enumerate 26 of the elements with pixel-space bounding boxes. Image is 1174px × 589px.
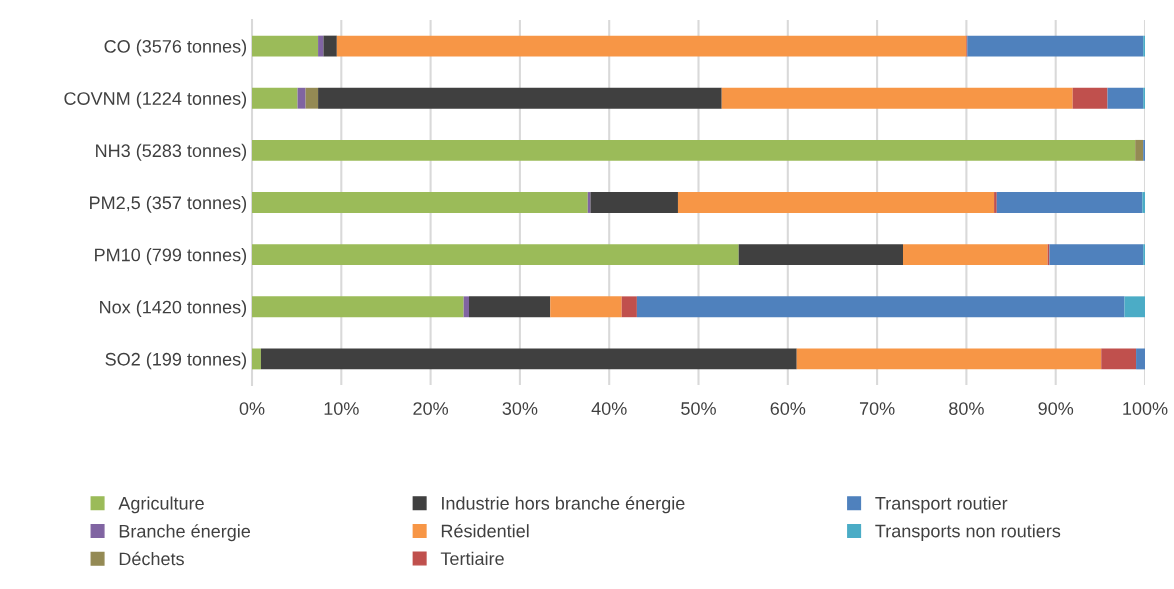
legend-label: Agriculture — [118, 496, 204, 514]
x-tick-label: 40% — [591, 402, 627, 415]
x-tick-label: 90% — [1038, 402, 1074, 415]
y-tick-label: PM10 (799 tonnes) — [95, 248, 247, 265]
x-tick-label: 70% — [859, 402, 895, 415]
y-tick-label: SO2 (199 tonnes) — [105, 352, 247, 370]
x-tick-label: 10% — [324, 402, 359, 415]
legend-label: Résidentiel — [441, 523, 529, 538]
x-tick-label: 80% — [949, 402, 984, 415]
legend-label: Industrie hors branche énergie — [442, 496, 685, 514]
legend-label: Transport routier — [875, 496, 1008, 514]
x-tick-label: 60% — [770, 402, 806, 415]
y-tick-label: COVNM (1224 tonnes) — [64, 91, 247, 109]
legend-label: Branche énergie — [119, 524, 251, 542]
x-tick-label: 30% — [502, 402, 538, 415]
legend-label: Tertiaire — [440, 551, 504, 566]
y-tick-label: NH3 (5283 tonnes) — [96, 143, 247, 161]
x-tick-label: 0% — [239, 402, 265, 415]
x-tick-label: 100% — [1123, 402, 1168, 415]
y-tick-label: PM2,5 (357 tonnes) — [90, 195, 247, 213]
x-tick-label: 20% — [413, 402, 449, 415]
y-tick-label: Nox (1420 tonnes) — [100, 300, 247, 318]
legend-label: Déchets — [119, 551, 184, 566]
legend-label: Transports non routiers — [875, 524, 1061, 541]
y-tick-label: CO (3576 tonnes) — [104, 39, 247, 57]
x-tick-label: 50% — [681, 402, 716, 415]
